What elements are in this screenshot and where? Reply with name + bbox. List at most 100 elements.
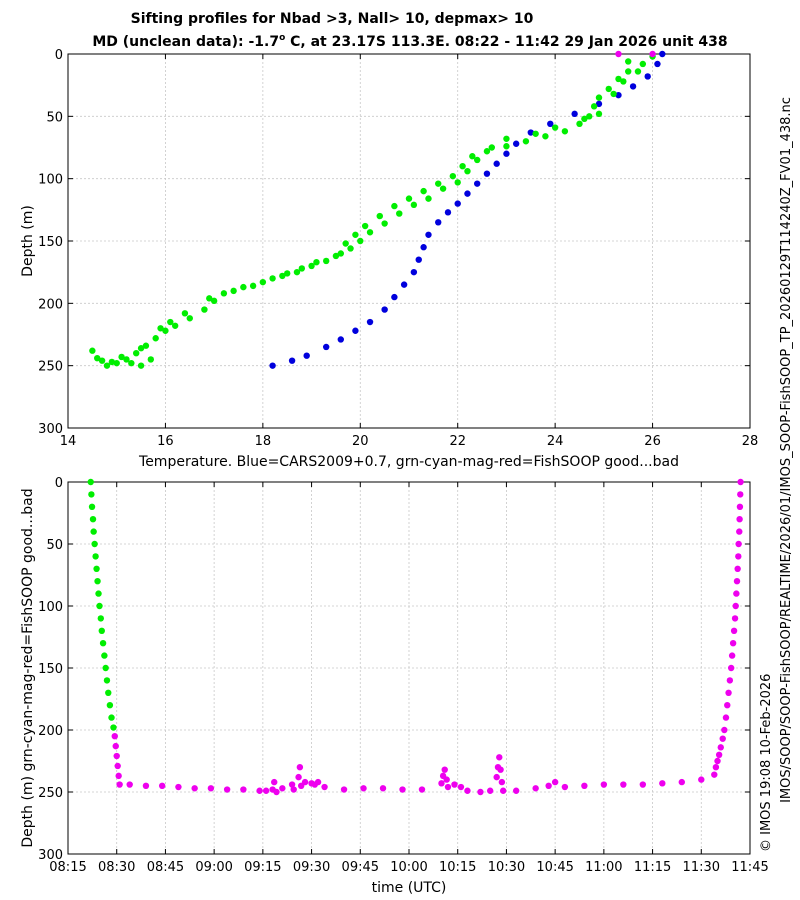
temp-good-point [298,265,306,272]
temp-good-point [171,322,179,329]
time-y-tick-label: 50 [46,538,63,553]
time-bad-point [561,783,569,791]
temp-cars-point [547,120,554,128]
temp-good-point [361,222,369,230]
title-line2-suffix: C, at 23.17S 113.3E. 08:22 - 11:42 29 Ja… [285,34,727,50]
temp-good-point [137,345,145,352]
time-good-point [90,528,97,535]
temp-x-tick-label: 22 [449,434,466,449]
time-x-tick-label: 09:15 [244,860,281,875]
time-good-point [87,478,94,486]
temp-good-point [279,272,286,280]
time-bad-point [698,776,705,783]
time-bad-point [158,782,166,789]
temp-good-point [551,124,559,131]
time-bad-point [725,689,732,696]
temp-good-point [381,220,388,227]
temp-good-point [210,297,218,305]
temp-good-point [561,128,569,135]
temp-x-tick-label: 26 [644,434,661,449]
time-bad-point [290,786,297,793]
time-bad-point [114,762,121,770]
temp-good-point [89,347,96,354]
time-bad-point [497,766,504,773]
time-good-point [88,503,96,510]
temp-good-point [503,143,510,150]
time-bad-point [360,785,367,792]
time-bad-point [727,664,735,672]
time-bad-point [532,785,539,792]
time-bad-point [295,773,302,781]
temp-good-point [405,195,413,202]
time-y-tick-label: 300 [38,848,63,863]
time-bad-point [715,751,723,758]
time-good-point [94,578,101,585]
time-x-tick-label: 11:15 [634,860,671,875]
time-bad-point [620,781,627,788]
temp-x-tick-label: 14 [60,434,77,449]
temp-good-point [113,359,120,367]
time-x-axis-label: time (UTC) [372,880,447,896]
temp-good-point [162,327,169,334]
temp-cars-point [444,209,452,216]
time-bad-point [499,787,507,794]
temp-good-point [357,237,364,245]
temp-good-point [133,350,140,357]
temp-good-point [201,306,208,313]
temp-good-point [352,231,359,238]
temp-cars-point [425,231,432,238]
temp-good-point [220,290,228,297]
time-bad-point [116,781,123,788]
temp-y-tick-label: 50 [46,110,63,125]
temp-y-tick-label: 200 [38,297,63,312]
time-bad-point [712,764,720,771]
temp-cars-point [269,362,276,369]
temp-good-point [157,325,164,332]
time-bad-point [314,778,322,786]
temp-cars-point [629,83,637,90]
time-y-tick-label: 0 [55,476,63,491]
temp-good-point [123,356,130,363]
time-x-tick-label: 10:00 [390,860,427,875]
time-bad-point [639,781,647,788]
time-bad-point [581,782,588,789]
temp-cars-point [654,60,661,68]
temp-good-point [590,103,598,110]
temp-cars-point [503,150,510,157]
temp-good-point [284,270,291,277]
time-bad-point [296,764,304,771]
time-y-tick-label: 200 [38,724,63,739]
temp-cars-point [454,200,461,207]
time-x-tick-label: 11:30 [683,860,720,875]
time-x-tick-label: 08:15 [49,860,86,875]
time-bad-point [441,766,448,773]
time-bad-point [438,780,445,787]
temp-cars-point [435,219,442,226]
time-good-point [103,677,111,684]
temp-good-point [542,133,549,140]
temp-good-point [259,278,267,286]
time-bad-point [191,785,198,792]
time-bad-point [724,702,731,709]
time-bad-point [734,565,741,572]
temp-cars-point [644,73,651,80]
time-bad-point [142,782,150,789]
temp-good-point [94,354,101,362]
time-bad-point [464,787,471,794]
temp-good-point [313,258,320,266]
time-bad-point [399,786,406,793]
temp-good-point [103,362,111,369]
temperature-depth-plot: 14 16 18 20 22 24 26 28 0 50 100 150 200 250 300 Temper… [20,48,758,470]
temp-cars-point [337,336,344,343]
time-bad-point [729,640,737,647]
time-bad-point [721,726,728,734]
temp-good-point [522,138,530,145]
time-bad-point [126,781,133,788]
temp-y-tick-label: 100 [38,173,63,188]
time-good-point [96,602,103,610]
time-x-tick-label: 11:00 [585,860,622,875]
time-good-point [98,627,105,634]
time-x-tick-label: 10:15 [439,860,476,875]
temp-good-point [420,187,427,195]
